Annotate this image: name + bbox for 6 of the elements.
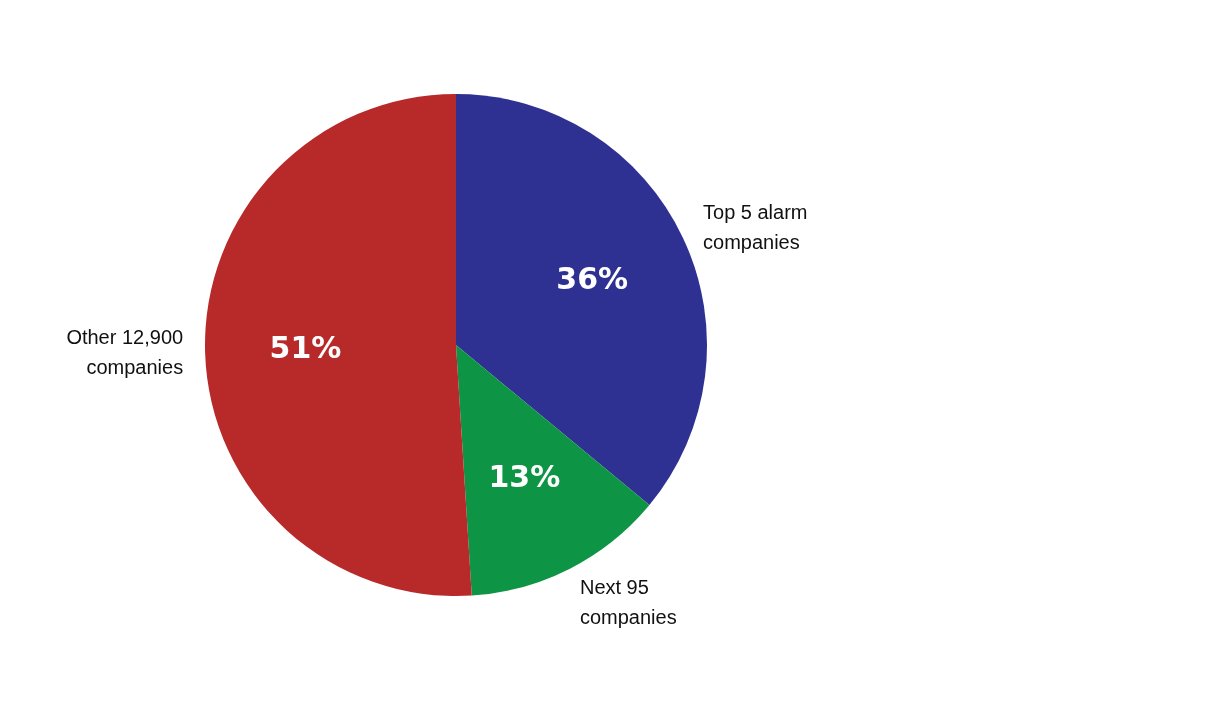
slice-label: Next 95 companies [579,575,677,628]
data-label: 51% [269,329,342,365]
data-label: 13% [488,458,561,494]
slice-label: Top 5 alarm companies [703,201,808,254]
data-label: 36% [556,260,629,296]
slice-label: Other 12,900 companies [66,326,184,379]
